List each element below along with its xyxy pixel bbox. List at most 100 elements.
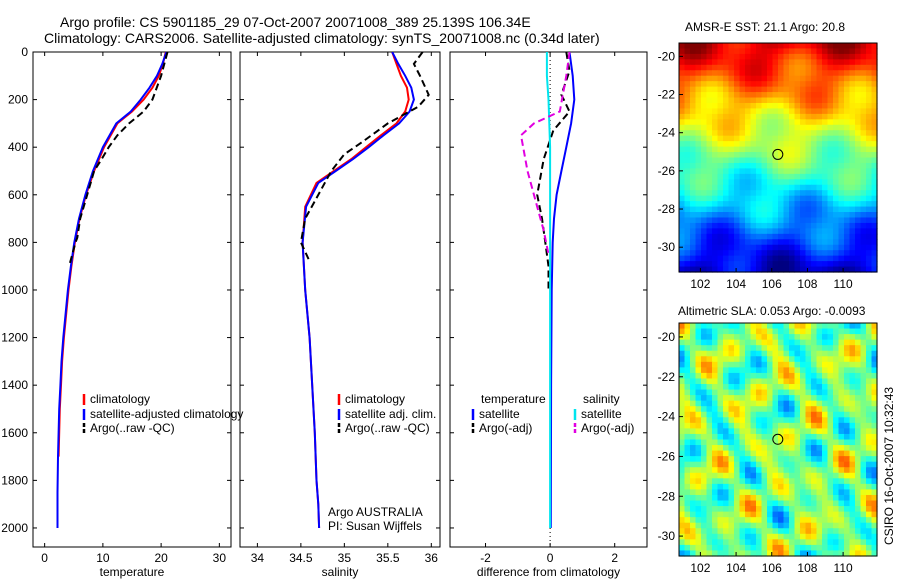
heatmap-cell bbox=[789, 378, 796, 385]
heatmap-cell bbox=[816, 533, 823, 540]
heatmap-cell bbox=[871, 53, 878, 60]
heatmap-cell bbox=[822, 550, 829, 557]
figure-title-line-2: Climatology: CARS2006. Satellite-adjuste… bbox=[44, 30, 600, 46]
heatmap-cell bbox=[855, 261, 862, 268]
heatmap-cell bbox=[706, 195, 713, 202]
heatmap-cell bbox=[822, 59, 829, 66]
heatmap-cell bbox=[739, 550, 746, 557]
heatmap-cell bbox=[838, 201, 845, 208]
heatmap-cell bbox=[723, 124, 730, 131]
heatmap-cell bbox=[745, 43, 752, 50]
heatmap-cell bbox=[761, 345, 768, 352]
heatmap-cell bbox=[805, 239, 812, 246]
heatmap-cell bbox=[690, 195, 697, 202]
heatmap-cell bbox=[805, 350, 812, 357]
heatmap-cell bbox=[767, 124, 774, 131]
heatmap-cell bbox=[767, 517, 774, 524]
heatmap-cell bbox=[855, 439, 862, 446]
heatmap-cell bbox=[723, 59, 730, 66]
heatmap-cell bbox=[860, 59, 867, 66]
heatmap-cell bbox=[783, 367, 790, 374]
heatmap-cell bbox=[833, 233, 840, 240]
heatmap-cell bbox=[789, 445, 796, 452]
heatmap-cell bbox=[717, 356, 724, 363]
heatmap-cell bbox=[717, 361, 724, 368]
heatmap-cell bbox=[772, 439, 779, 446]
map-x-tick-label: 108 bbox=[797, 561, 817, 575]
heatmap-cell bbox=[701, 334, 708, 341]
heatmap-cell bbox=[723, 422, 730, 430]
heatmap-cell bbox=[871, 494, 878, 502]
heatmap-cell bbox=[849, 339, 856, 346]
heatmap-cell bbox=[745, 411, 752, 418]
heatmap-cell bbox=[745, 417, 752, 424]
heatmap-cell bbox=[767, 378, 774, 385]
heatmap-cell bbox=[701, 528, 708, 535]
heatmap-cell bbox=[855, 190, 862, 197]
heatmap-cell bbox=[772, 152, 779, 159]
heatmap-cell bbox=[827, 478, 834, 485]
heatmap-cell bbox=[723, 53, 730, 60]
heatmap-cell bbox=[800, 92, 807, 99]
heatmap-cell bbox=[745, 212, 752, 219]
heatmap-cell bbox=[816, 328, 823, 335]
heatmap-cell bbox=[772, 86, 779, 93]
heatmap-cell bbox=[701, 378, 708, 385]
heatmap-cell bbox=[844, 102, 851, 110]
heatmap-cell bbox=[712, 212, 719, 219]
heatmap-cell bbox=[706, 64, 713, 71]
heatmap-cell bbox=[871, 533, 878, 540]
heatmap-cell bbox=[800, 228, 807, 235]
heatmap-cell bbox=[811, 222, 818, 229]
heatmap-cell bbox=[701, 195, 708, 202]
heatmap-cell bbox=[728, 489, 735, 496]
heatmap-cell bbox=[866, 130, 873, 137]
sla-map-title: Altimetric SLA: 0.053 Argo: -0.0093 bbox=[678, 304, 866, 318]
heatmap-cell bbox=[822, 489, 829, 496]
heatmap-cell bbox=[822, 130, 829, 137]
heatmap-cell bbox=[690, 53, 697, 60]
heatmap-cell bbox=[745, 450, 752, 457]
heatmap-cell bbox=[838, 428, 845, 435]
heatmap-cell bbox=[794, 461, 801, 468]
heatmap-cell bbox=[833, 86, 840, 93]
heatmap-cell bbox=[866, 378, 873, 385]
heatmap-cell bbox=[772, 417, 779, 424]
heatmap-cell bbox=[772, 389, 779, 396]
heatmap-cell bbox=[706, 378, 713, 385]
heatmap-cell bbox=[783, 511, 790, 518]
heatmap-cell bbox=[679, 43, 686, 50]
heatmap-cell bbox=[756, 378, 763, 385]
heatmap-cell bbox=[789, 266, 796, 273]
heatmap-cell bbox=[849, 217, 856, 224]
heatmap-cell bbox=[690, 533, 697, 540]
heatmap-cell bbox=[772, 328, 779, 335]
heatmap-cell bbox=[783, 400, 790, 407]
heatmap-cell bbox=[717, 206, 724, 213]
heatmap-cell bbox=[855, 539, 862, 546]
heatmap-cell bbox=[734, 539, 741, 546]
heatmap-cell bbox=[772, 113, 779, 120]
heatmap-cell bbox=[717, 389, 724, 396]
heatmap-cell bbox=[805, 372, 812, 380]
heatmap-cell bbox=[695, 168, 702, 175]
heatmap-cell bbox=[684, 328, 691, 335]
heatmap-cell bbox=[822, 48, 829, 55]
heatmap-cell bbox=[822, 255, 829, 262]
heatmap-cell bbox=[789, 141, 796, 148]
legend-header-temperature: temperature bbox=[481, 392, 546, 406]
heatmap-cell bbox=[838, 500, 845, 507]
heatmap-cell bbox=[750, 489, 757, 496]
heatmap-cell bbox=[679, 494, 686, 502]
heatmap-cell bbox=[871, 70, 878, 77]
heatmap-cell bbox=[734, 367, 741, 374]
heatmap-cell bbox=[679, 168, 686, 175]
heatmap-cell bbox=[855, 86, 862, 93]
heatmap-cell bbox=[712, 97, 719, 104]
heatmap-cell bbox=[844, 157, 851, 164]
heatmap-cell bbox=[811, 146, 818, 153]
heatmap-cell bbox=[816, 255, 823, 262]
heatmap-cell bbox=[684, 162, 691, 169]
heatmap-cell bbox=[756, 428, 763, 435]
heatmap-cell bbox=[756, 255, 763, 262]
